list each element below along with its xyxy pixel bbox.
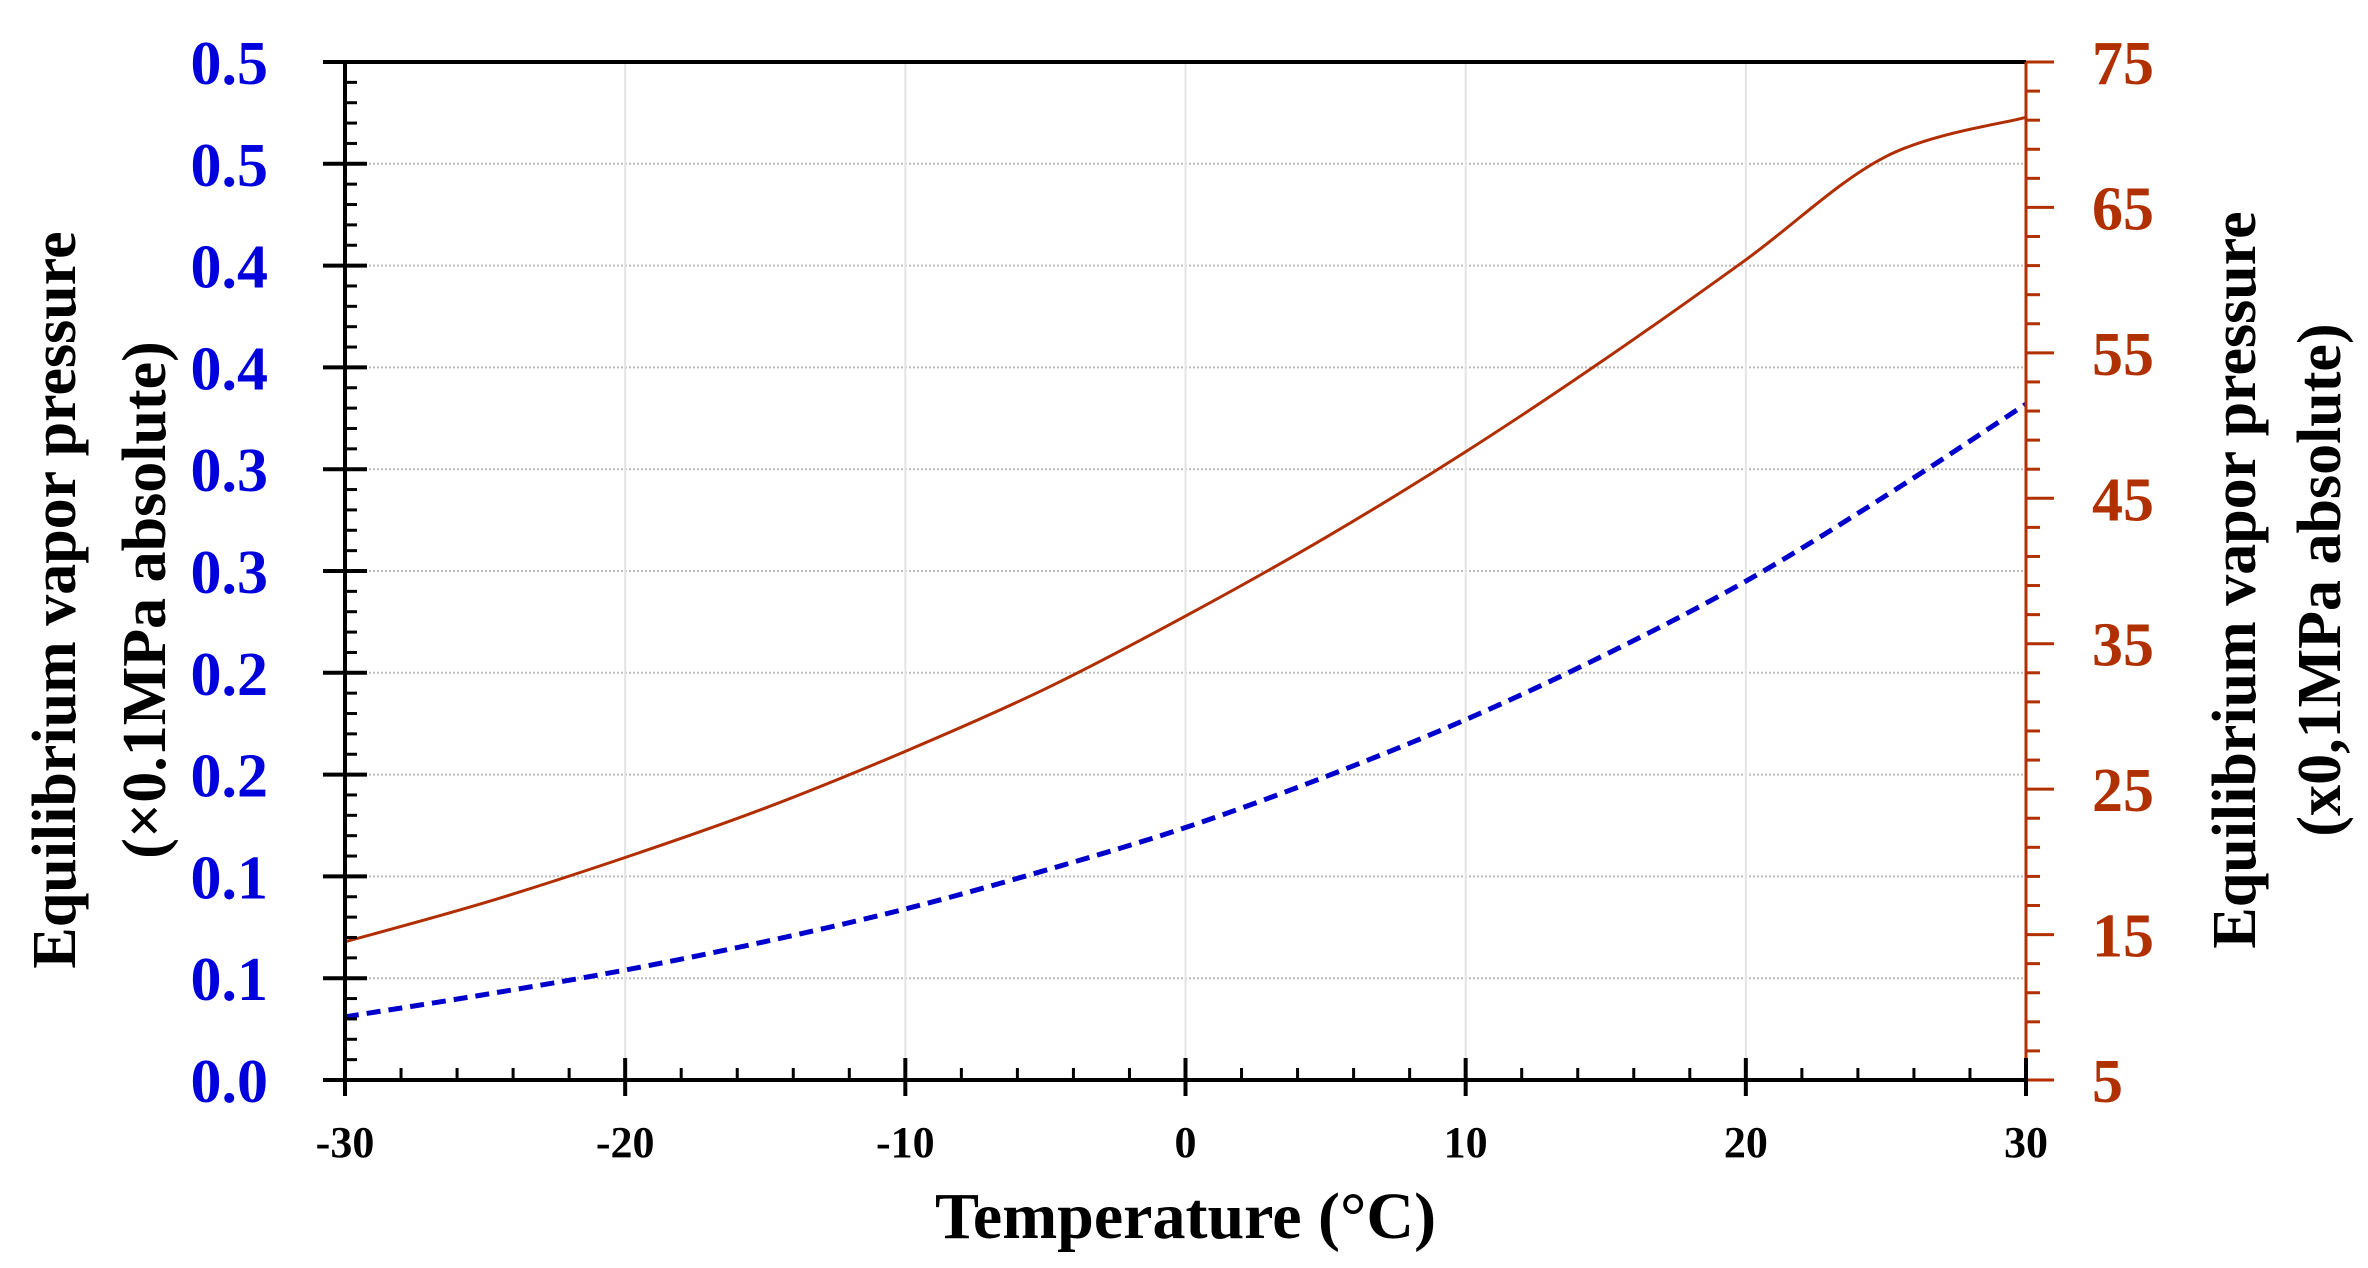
grid: [345, 62, 2026, 1080]
right-tick-label: 5: [2092, 1048, 2123, 1116]
left-y-axis-title: Equilibrium vapor pressure: [21, 231, 89, 968]
right-y-axis-unit: (x0,1MPa absolute): [2286, 323, 2354, 836]
right-tick-label: 75: [2092, 30, 2154, 98]
x-tick-label: -10: [876, 1118, 935, 1167]
right-tick-label: 35: [2092, 612, 2154, 680]
right-tick-label: 25: [2092, 757, 2154, 825]
left-tick-label: 0.3: [191, 437, 269, 505]
series-line-left-dashed: [344, 401, 2028, 1020]
x-tick-label: -30: [316, 1118, 375, 1167]
x-tick-label: 20: [1724, 1118, 1768, 1167]
x-tick-label: -20: [596, 1118, 655, 1167]
labels: 0.0 0.1 0.1 0.2 0.2 0.3 0.3 0.4 0.4 0.5 0.5 5 15 25 35…: [21, 30, 2354, 1253]
left-tick-label: 0.1: [191, 946, 269, 1014]
left-tick-label: 0.2: [191, 743, 269, 811]
left-tick-label: 0.2: [191, 641, 269, 709]
right-tick-label: 55: [2092, 321, 2154, 389]
left-y-axis-unit: (×0.1MPa absolute): [111, 341, 179, 859]
axes: [323, 60, 2054, 1096]
x-tick-label: 10: [1444, 1118, 1488, 1167]
right-y-axis-title: Equilibrium vapor pressure: [2201, 211, 2269, 948]
right-tick-label: 65: [2092, 175, 2154, 243]
right-tick-label: 45: [2092, 466, 2154, 534]
left-tick-label: 0.1: [191, 844, 269, 912]
series-group: [344, 115, 2028, 1020]
left-tick-label: 0.4: [191, 335, 269, 403]
x-tick-label: 0: [1175, 1118, 1197, 1167]
x-tick-label: 30: [2004, 1118, 2048, 1167]
left-tick-label: 0.0: [191, 1048, 269, 1116]
left-tick-label: 0.5: [191, 30, 269, 98]
right-tick-label: 15: [2092, 903, 2154, 971]
left-tick-label: 0.3: [191, 539, 269, 607]
left-tick-label: 0.5: [191, 132, 269, 200]
left-tick-label: 0.4: [191, 234, 269, 302]
x-axis-title: Temperature (°C): [935, 1180, 1436, 1253]
series-line-right-solid: [344, 115, 2027, 944]
